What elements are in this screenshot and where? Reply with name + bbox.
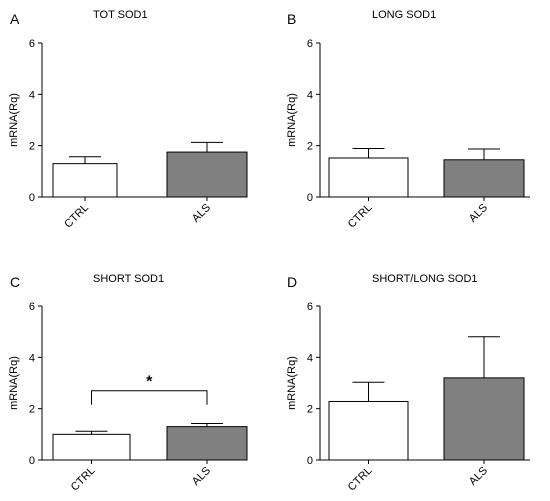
panel-c-y-axis-label: mRNA(Rq) <box>8 356 20 410</box>
panel-d-bar-als <box>443 377 525 461</box>
panel-c-y-tick-label: 2 <box>29 404 35 416</box>
panel-a-y-tick-label: 0 <box>29 192 35 204</box>
panel-a-category-label-ctrl: CTRL <box>62 202 91 231</box>
panel-a-letter: A <box>10 11 20 27</box>
panel-b-y-axis-label: mRNA(Rq) <box>286 93 298 147</box>
panel-c-y-tick-label: 6 <box>29 301 35 313</box>
panel-b-bar-ctrl <box>328 157 409 198</box>
panel-b-letter: B <box>287 11 296 27</box>
panel-a-chart: A TOT SOD1 mRNA(Rq) 0 2 4 6 CTRL ALS <box>8 9 248 231</box>
panel-c-significance-label: * <box>146 374 153 391</box>
panel-b-category-label-als: ALS <box>467 202 490 225</box>
panel-c-y-tick-label: 0 <box>29 455 35 467</box>
panel-d-title: SHORT/LONG SOD1 <box>372 273 478 285</box>
panel-b-y-tick-label: 6 <box>307 38 313 50</box>
panel-d-y-tick-label: 0 <box>307 455 313 467</box>
panel-b-y-tick-label: 4 <box>307 89 313 101</box>
panel-a-category-label-als: ALS <box>190 202 213 225</box>
panel-b-y-tick-label: 0 <box>307 192 313 204</box>
panel-d-category-label-als: ALS <box>467 465 490 488</box>
panel-d-bar-ctrl <box>328 400 409 461</box>
panel-c-category-label-als: ALS <box>190 465 213 488</box>
panel-b-bar-als <box>443 159 525 198</box>
panel-d-y-tick-label: 6 <box>307 301 313 313</box>
panel-c-y-tick-label: 4 <box>29 352 35 364</box>
panel-d-y-tick-label: 4 <box>307 352 313 364</box>
panel-b-y-tick-label: 2 <box>307 141 313 153</box>
panel-a-bar-als <box>166 151 248 198</box>
panel-d-letter: D <box>287 274 297 290</box>
panel-c-category-label-ctrl: CTRL <box>69 465 98 494</box>
panel-a-y-tick-label: 2 <box>29 141 35 153</box>
panel-a-title: TOT SOD1 <box>93 9 148 21</box>
panel-a-bar-ctrl <box>52 163 118 198</box>
panel-d-chart: D SHORT/LONG SOD1 mRNA(Rq) 0 2 4 6 CTRL ALS <box>286 273 530 493</box>
panel-c-title: SHORT SOD1 <box>93 273 164 285</box>
panel-a-y-tick-label: 6 <box>29 38 35 50</box>
panel-d-y-tick-label: 2 <box>307 404 313 416</box>
panel-b-category-label-ctrl: CTRL <box>346 202 375 231</box>
panel-b-title: LONG SOD1 <box>372 9 436 21</box>
panel-c-significance-bracket <box>91 390 208 405</box>
panel-a-y-tick-label: 4 <box>29 89 35 101</box>
panel-c-letter: C <box>10 274 20 290</box>
panel-c-bar-ctrl <box>52 433 131 461</box>
panel-d-y-axis-label: mRNA(Rq) <box>286 356 298 410</box>
panel-b-chart: B LONG SOD1 mRNA(Rq) 0 2 4 6 CTRL ALS <box>286 9 530 230</box>
panel-a-y-axis-label: mRNA(Rq) <box>8 93 20 147</box>
panel-c-bar-als <box>166 426 248 461</box>
panel-d-category-label-ctrl: CTRL <box>346 465 375 494</box>
panel-c-chart: C SHORT SOD1 mRNA(Rq) 0 2 4 6 CTRL ALS * <box>8 273 248 494</box>
